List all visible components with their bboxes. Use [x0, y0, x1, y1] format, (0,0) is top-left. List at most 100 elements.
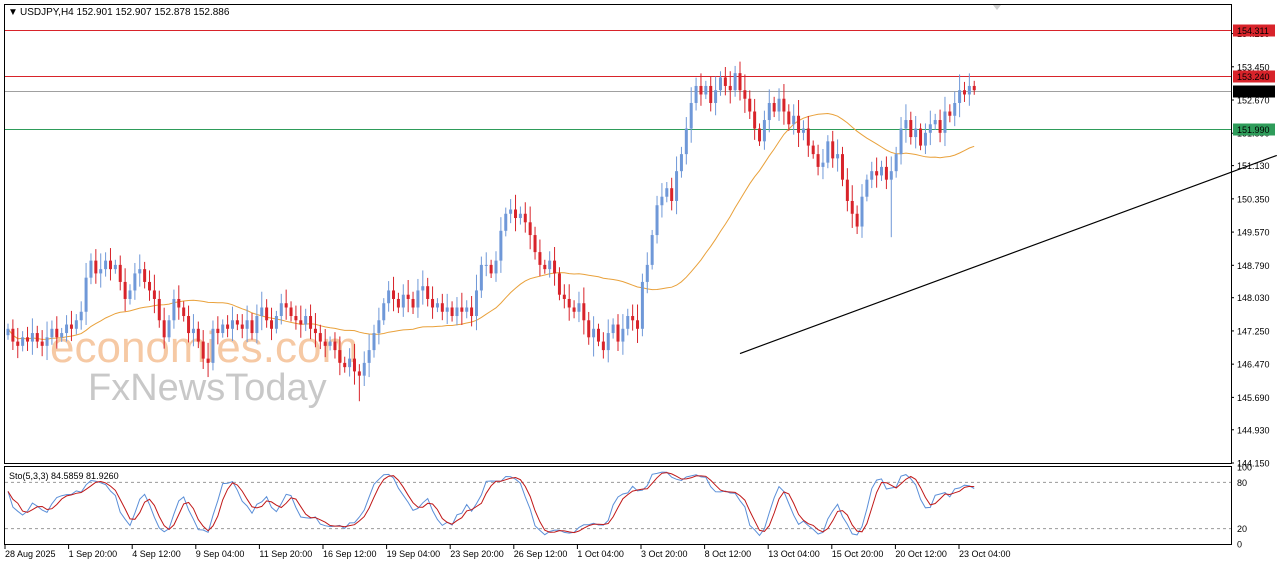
x-tick-label: 11 Sep 20:00 [259, 549, 312, 559]
candle-body [792, 115, 796, 125]
candle-body [826, 141, 830, 163]
candle-body [113, 264, 117, 270]
level-tag-154.311: 154.311 [1237, 26, 1269, 36]
candle-body [577, 303, 581, 312]
stoch-tick-label: 20 [1237, 524, 1247, 534]
candle-body [377, 320, 381, 334]
candle-body [499, 230, 503, 261]
candle-body [55, 328, 59, 338]
candle-body [274, 316, 278, 329]
candle-body [582, 303, 586, 321]
x-tick-label: 20 Oct 12:00 [895, 549, 947, 559]
candle-body [221, 324, 225, 334]
candle-body [738, 73, 742, 91]
candle-body [255, 316, 259, 334]
candle-body [933, 120, 937, 125]
candle-body [235, 320, 239, 325]
candle-body [621, 328, 625, 342]
candle-body [270, 320, 274, 329]
candle-body [206, 358, 210, 363]
candle-body [665, 188, 669, 197]
candle-body [762, 120, 766, 142]
candle-body [89, 260, 93, 278]
candle-body [504, 213, 508, 231]
candle-body [401, 294, 405, 308]
candle-body [177, 298, 181, 308]
candle-body [406, 294, 410, 299]
candle-body [21, 337, 25, 346]
candle-body [138, 269, 142, 274]
candle-body [143, 269, 147, 282]
candle-body [694, 85, 698, 103]
candle-body [562, 294, 566, 299]
candle-body [240, 324, 244, 329]
candle-body [191, 328, 195, 334]
candle-body [938, 120, 942, 133]
candle-body [108, 260, 112, 270]
candle-body [928, 124, 932, 133]
stoch-tick-label: 100 [1237, 463, 1252, 473]
candle-body [69, 324, 73, 329]
scroll-marker-icon[interactable] [993, 5, 1001, 10]
candle-body [675, 171, 679, 201]
candle-body [899, 128, 903, 155]
symbol-header: USDJPY,H4 152.901 152.907 152.878 152.88… [20, 7, 230, 18]
candle-body [435, 303, 439, 308]
candle-body [626, 316, 630, 329]
candle-body [962, 90, 966, 95]
candle-body [533, 235, 537, 253]
candle-body [914, 128, 918, 138]
candle-body [816, 154, 820, 167]
candle-body [250, 320, 254, 334]
y-tick-label: 151.130 [1237, 161, 1270, 171]
candle-body [50, 328, 54, 338]
candle-body [699, 85, 703, 95]
candle-body [196, 328, 200, 342]
candle-body [880, 166, 884, 176]
candle-body [450, 307, 454, 317]
candle-body [382, 303, 386, 321]
candle-body [528, 222, 532, 236]
candle-body [845, 179, 849, 201]
candle-body [518, 213, 522, 219]
candle-body [318, 333, 322, 342]
candle-body [362, 362, 366, 376]
x-tick-label: 1 Sep 20:00 [69, 549, 118, 559]
level-tag-152.886: 152.886 [1237, 87, 1270, 97]
stoch-d-line [7, 472, 975, 534]
candle-body [479, 264, 483, 291]
candle-body [865, 179, 869, 197]
candle-body [596, 328, 600, 342]
collapse-arrow-icon[interactable]: ▼ [8, 7, 18, 18]
x-tick-label: 28 Aug 2025 [5, 549, 56, 559]
x-tick-label: 23 Sep 20:00 [450, 549, 504, 559]
candle-body [45, 337, 49, 346]
candle-body [16, 341, 20, 346]
candle-body [733, 73, 737, 91]
candle-body [948, 111, 952, 116]
candle-body [343, 362, 347, 368]
stochastic-label: Sto(5,3,3) 84.5859 81.9260 [9, 471, 119, 481]
y-tick-label: 146.470 [1237, 360, 1270, 370]
candle-body [128, 290, 132, 299]
candle-body [440, 303, 444, 312]
candle-body [226, 324, 230, 329]
candle-body [655, 205, 659, 236]
candle-body [333, 341, 337, 351]
candle-body [572, 307, 576, 312]
candle-body [821, 162, 825, 167]
x-tick-label: 9 Sep 04:00 [196, 549, 245, 559]
x-tick-label: 16 Sep 12:00 [323, 549, 377, 559]
candle-body [94, 260, 98, 274]
candle-body [801, 128, 805, 133]
candle-body [553, 260, 557, 274]
candle-body [172, 298, 176, 321]
candle-body [182, 307, 186, 317]
x-tick-label: 15 Oct 20:00 [832, 549, 884, 559]
candle-body [187, 316, 191, 334]
candle-body [797, 115, 801, 133]
candle-body [836, 154, 840, 159]
watermark-fxnewstoday: FxNewsToday [88, 367, 327, 409]
candle-body [74, 320, 78, 329]
